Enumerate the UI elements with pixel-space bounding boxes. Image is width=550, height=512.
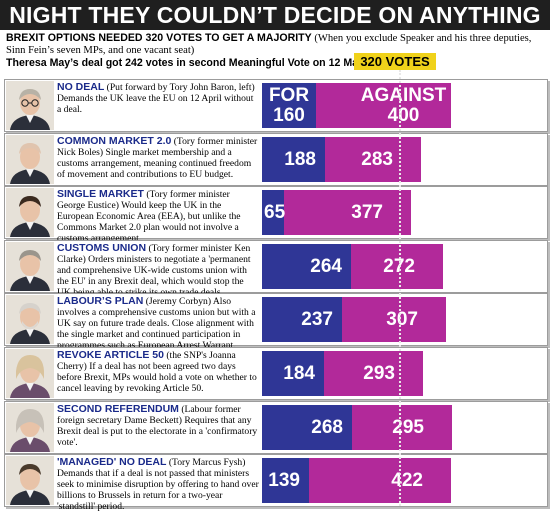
mp-photo [6,349,54,398]
against-value: 422 [391,470,423,492]
for-value: 237 [301,309,333,331]
option-description: LABOUR’S PLAN (Jeremy Corbyn) Also invol… [57,295,259,352]
option-title: 'MANAGED' NO DEAL [57,456,167,469]
for-header-value: 160 [273,105,305,126]
option-row: NO DEAL (Put forward by Tory John Baron,… [4,79,548,132]
against-bar [352,404,452,450]
mp-photo [6,295,54,345]
option-text: (Tory Marcus Fysh) Demands that if a dea… [57,457,259,512]
for-value: 139 [268,470,300,492]
option-text: (Labour former foreign secretary Dame Be… [57,403,258,448]
for-value: 65 [264,202,286,224]
threshold-badge: 320 VOTES [354,53,436,70]
for-bar [262,136,325,182]
against-value: 295 [392,416,424,438]
against-header-value: 400 [387,105,420,126]
option-title: NO DEAL [57,81,105,93]
mp-photo [6,81,54,130]
option-text: (Tory former minister George Eustice) Wo… [57,189,241,245]
option-text: (Tory former minister Nick Boles) Single… [57,135,258,180]
option-description: CUSTOMS UNION (Tory former minister Ken … [57,241,259,298]
for-value: 268 [311,416,343,438]
intro-line-3-bold: Theresa May’s deal got 242 votes in seco… [6,57,375,69]
option-description: SECOND REFERENDUM (Labour former foreign… [57,402,259,448]
against-value: 272 [383,255,415,277]
option-row: COMMON MARKET 2.0 (Tory former minister … [4,132,548,186]
option-row: 'MANAGED' NO DEAL (Tory Marcus Fysh) Dem… [4,454,548,512]
portrait-icon [6,241,54,291]
portrait-icon [6,295,54,345]
against-bar [351,243,443,289]
intro-line-2: Sinn Fein’s seven MPs, and one vacant se… [6,45,195,56]
option-text: (the SNP's Joanna Cherry) If a deal has … [57,350,257,394]
mp-photo [6,134,54,184]
for-value: FOR 160 [262,83,316,128]
against-value: 293 [363,363,395,384]
mp-photo [6,402,54,452]
mp-photo [6,241,54,291]
portrait-icon [6,349,54,398]
against-bar [309,458,451,504]
watermark: 牛弹琴 [474,481,507,493]
option-title: COMMON MARKET 2.0 [57,134,172,147]
intro-line-3: Theresa May’s deal got 242 votes in seco… [6,57,546,70]
against-bar [342,297,446,343]
headline: NIGHT THEY COULDN’T DECIDE ON ANYTHING [0,0,550,30]
portrait-icon [6,81,54,130]
option-description: COMMON MARKET 2.0 (Tory former minister … [57,134,259,180]
option-text: (Jeremy Corbyn) Also involves a comprehe… [57,296,256,352]
intro-text: BREXIT OPTIONS NEEDED 320 VOTES TO GET A… [6,32,546,70]
option-row: SECOND REFERENDUM (Labour former foreign… [4,400,548,454]
option-title: SECOND REFERENDUM [57,402,179,415]
threshold-line [399,70,401,506]
portrait-icon [6,134,54,184]
against-bar [324,351,423,396]
mp-photo [6,188,54,238]
against-value: 377 [351,202,383,224]
for-bar [262,83,316,128]
for-value: 184 [283,363,315,384]
option-title: LABOUR’S PLAN [57,295,144,308]
option-row: LABOUR’S PLAN (Jeremy Corbyn) Also invol… [4,293,548,351]
option-description: SINGLE MARKET (Tory former minister Geor… [57,188,259,245]
option-description: REVOKE ARTICLE 50 (the SNP's Joanna Cher… [57,349,259,395]
for-bar [262,458,309,504]
for-bar [262,190,284,236]
option-title: CUSTOMS UNION [57,241,147,254]
against-value: AGAINST 400 [316,83,451,128]
against-value: 307 [386,309,418,331]
against-bar [284,190,411,236]
against-value: 283 [361,148,393,170]
against-bar [325,136,421,182]
option-description: 'MANAGED' NO DEAL (Tory Marcus Fysh) Dem… [57,457,259,512]
option-title: REVOKE ARTICLE 50 [57,349,164,361]
against-header-label: AGAINST [360,85,447,106]
mp-photo [6,456,54,506]
for-bar [262,243,351,289]
for-value: 188 [284,148,316,170]
option-title: SINGLE MARKET [57,188,144,201]
against-bar [316,83,451,128]
option-text: (Put forward by Tory John Baron, left) D… [57,82,255,115]
for-bar [262,297,342,343]
option-description: NO DEAL (Put forward by Tory John Baron,… [57,81,259,116]
option-text: (Tory former minister Ken Clarke) Orders… [57,242,251,298]
option-row: REVOKE ARTICLE 50 (the SNP's Joanna Cher… [4,347,548,400]
for-bar [262,404,352,450]
portrait-icon [6,188,54,238]
intro-line-1-bold: BREXIT OPTIONS NEEDED 320 VOTES TO GET A… [6,32,312,44]
option-row: CUSTOMS UNION (Tory former minister Ken … [4,239,548,298]
intro-line-1: BREXIT OPTIONS NEEDED 320 VOTES TO GET A… [6,32,546,45]
portrait-icon [6,402,54,452]
for-value: 264 [310,255,342,277]
option-row: SINGLE MARKET (Tory former minister Geor… [4,186,548,244]
portrait-icon [6,456,54,506]
for-bar [262,351,324,396]
for-header-label: FOR [268,85,310,106]
intro-line-1-rest: (When you exclude Speaker and his three … [311,33,532,44]
